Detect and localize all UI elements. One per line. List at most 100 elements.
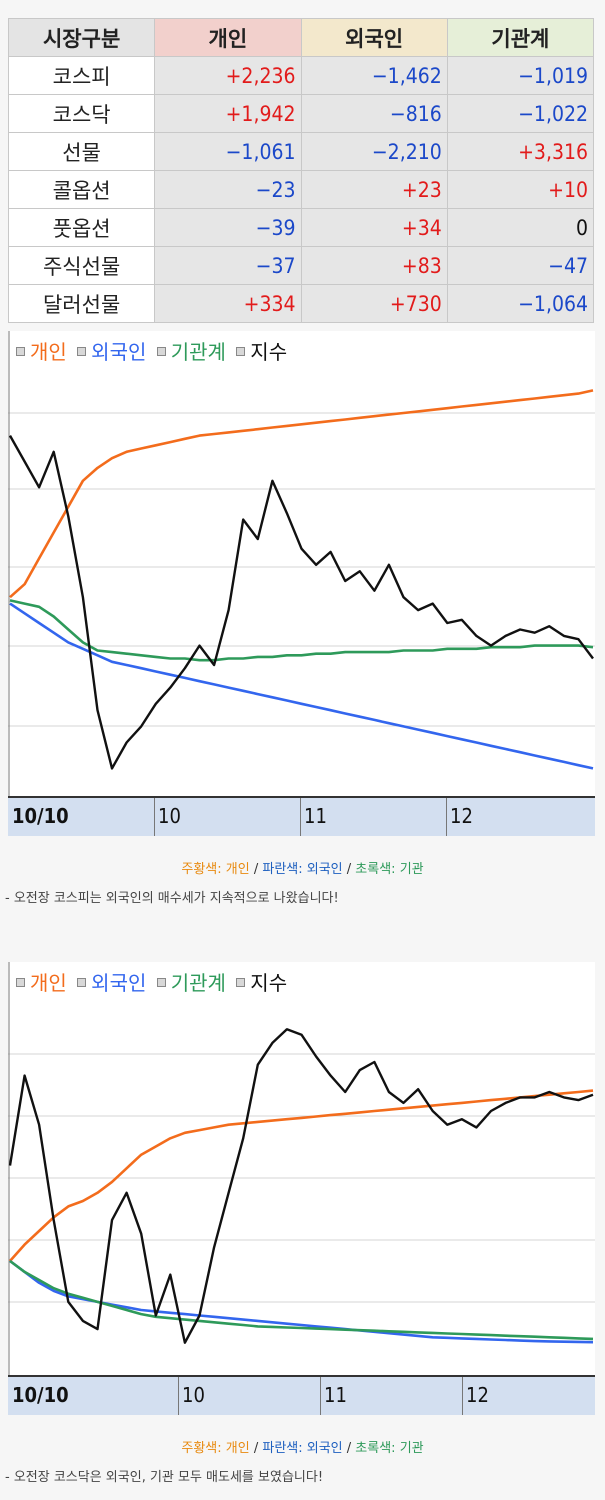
x-tick-label: 12 <box>466 1383 489 1407</box>
caption-separator: / <box>249 1441 263 1456</box>
legend-label: 지수 <box>250 971 288 995</box>
x-tick-label: 11 <box>324 1383 347 1407</box>
legend-index: 지수 <box>236 340 287 364</box>
chart-plot <box>8 962 595 1377</box>
table-row: 선물 −1,061 −2,210 +3,316 <box>7 132 595 171</box>
individual-value-cell: −37 <box>154 246 302 285</box>
x-tick-mark <box>446 798 447 836</box>
color-caption: 주황색: 개인 / 파란색: 외국인 / 초록색: 기관 <box>0 1437 605 1456</box>
kosdaq-investor-chart: 개인 외국인 기관계 지수 10/10 10 11 12 <box>8 962 595 1415</box>
foreign-value-cell: +34 <box>300 208 448 247</box>
individual-value-cell: +1,942 <box>154 94 302 133</box>
chart-plot <box>8 331 595 798</box>
x-tick-label: 10/10 <box>12 804 69 828</box>
x-tick-label: 10 <box>158 804 181 828</box>
legend-marker-icon <box>236 978 246 987</box>
legend-marker-icon <box>16 347 25 356</box>
foreign-line <box>9 602 594 770</box>
individual-value-cell: −23 <box>154 170 302 209</box>
legend-label: 개인 <box>30 971 67 995</box>
legend-individual: 개인 <box>16 971 67 995</box>
chart-legend: 개인 외국인 기관계 지수 <box>16 336 291 365</box>
x-tick-mark <box>320 1377 321 1415</box>
caption-orange: 주황색: 개인 <box>181 862 250 877</box>
institution-value-cell: 0 <box>446 208 595 247</box>
chart-note: - 오전장 코스닥은 외국인, 기관 모두 매도세를 보였습니다! <box>5 1470 324 1485</box>
color-caption: 주황색: 개인 / 파란색: 외국인 / 초록색: 기관 <box>0 858 605 877</box>
market-cell: 주식선물 <box>7 246 156 285</box>
caption-green: 초록색: 기관 <box>355 862 424 877</box>
market-cell: 풋옵션 <box>7 208 156 247</box>
caption-separator: / <box>342 1441 356 1456</box>
individual-line <box>9 1089 594 1262</box>
x-tick-label: 12 <box>450 804 473 828</box>
x-axis: 10/10 10 11 12 <box>8 1375 595 1415</box>
table-row: 주식선물 −37 +83 −47 <box>7 246 595 285</box>
institution-line <box>9 599 594 662</box>
header-foreign: 외국인 <box>300 18 448 57</box>
caption-blue: 파란색: 외국인 <box>262 862 343 877</box>
legend-marker-icon <box>77 347 87 356</box>
table-header-row: 시장구분 개인 외국인 기관계 <box>7 18 595 57</box>
legend-label: 외국인 <box>91 340 147 364</box>
institution-value-cell: +10 <box>446 170 595 209</box>
legend-label: 기관계 <box>170 971 226 995</box>
legend-marker-icon <box>236 347 246 356</box>
chart-legend: 개인 외국인 기관계 지수 <box>16 967 291 996</box>
institution-value-cell: −1,022 <box>446 94 595 133</box>
table-row: 코스닥 +1,942 −816 −1,022 <box>7 94 595 133</box>
market-cell: 콜옵션 <box>7 170 156 209</box>
legend-index: 지수 <box>236 971 287 995</box>
institution-value-cell: −1,019 <box>446 56 595 95</box>
x-tick-mark <box>462 1377 463 1415</box>
legend-marker-icon <box>16 978 25 987</box>
header-institution: 기관계 <box>446 18 595 57</box>
legend-marker-icon <box>156 978 166 987</box>
caption-blue: 파란색: 외국인 <box>262 1441 343 1456</box>
institution-value-cell: +3,316 <box>446 132 595 171</box>
table-row: 풋옵션 −39 +34 0 <box>7 208 595 247</box>
index-line <box>8 435 594 770</box>
table-row: 달러선물 +334 +730 −1,064 <box>7 284 595 323</box>
legend-label: 외국인 <box>91 971 147 995</box>
foreign-value-cell: +83 <box>300 246 448 285</box>
individual-value-cell: +334 <box>154 284 302 323</box>
legend-label: 개인 <box>30 340 67 364</box>
legend-foreign: 외국인 <box>77 340 146 364</box>
x-tick-label: 10 <box>182 1383 205 1407</box>
caption-separator: / <box>342 862 356 877</box>
caption-green: 초록색: 기관 <box>355 1441 424 1456</box>
market-cell: 선물 <box>7 132 156 171</box>
x-tick-mark <box>300 798 301 836</box>
legend-marker-icon <box>77 978 87 987</box>
legend-institution: 기관계 <box>156 340 226 364</box>
kospi-investor-chart: 개인 외국인 기관계 지수 10/10 10 11 12 <box>8 331 595 836</box>
legend-foreign: 외국인 <box>77 971 146 995</box>
foreign-value-cell: +23 <box>300 170 448 209</box>
table-row: 콜옵션 −23 +23 +10 <box>7 170 595 209</box>
individual-value-cell: +2,236 <box>154 56 302 95</box>
chart-note: - 오전장 코스피는 외국인의 매수세가 지속적으로 나왔습니다! <box>5 891 339 906</box>
individual-value-cell: −39 <box>154 208 302 247</box>
foreign-value-cell: +730 <box>300 284 448 323</box>
foreign-value-cell: −816 <box>300 94 448 133</box>
investor-trade-table: 시장구분 개인 외국인 기관계 코스피 +2,236 −1,462 −1,019 코스닥… <box>7 18 595 323</box>
foreign-value-cell: −1,462 <box>300 56 448 95</box>
legend-marker-icon <box>156 347 166 356</box>
market-cell: 달러선물 <box>7 284 156 323</box>
header-market: 시장구분 <box>7 18 156 57</box>
foreign-value-cell: −2,210 <box>300 132 448 171</box>
institution-value-cell: −47 <box>446 246 595 285</box>
caption-separator: / <box>249 862 263 877</box>
x-tick-label: 11 <box>304 804 327 828</box>
institution-value-cell: −1,064 <box>446 284 595 323</box>
legend-label: 기관계 <box>170 340 226 364</box>
table-row: 코스피 +2,236 −1,462 −1,019 <box>7 56 595 95</box>
x-tick-label: 10/10 <box>12 1383 69 1407</box>
market-cell: 코스피 <box>7 56 156 95</box>
header-individual: 개인 <box>154 18 302 57</box>
x-axis: 10/10 10 11 12 <box>8 796 595 836</box>
legend-institution: 기관계 <box>156 971 226 995</box>
individual-line <box>9 389 594 599</box>
index-line <box>8 1028 594 1344</box>
